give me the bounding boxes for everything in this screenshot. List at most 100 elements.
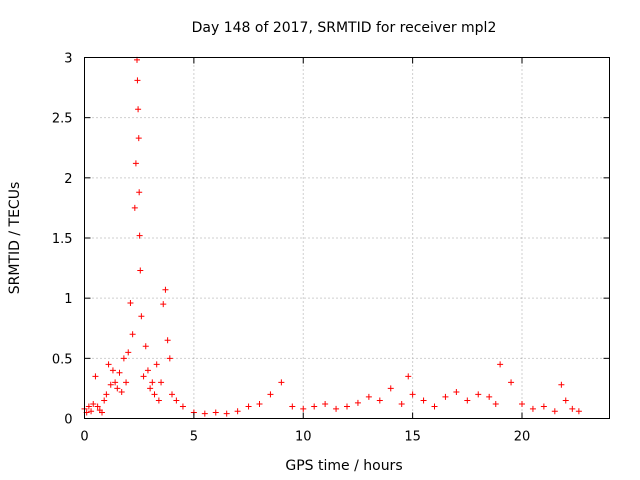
data-point bbox=[92, 373, 99, 380]
data-point bbox=[409, 391, 416, 398]
data-point bbox=[151, 391, 158, 398]
data-point bbox=[420, 397, 427, 404]
data-point bbox=[169, 391, 175, 398]
data-point bbox=[289, 403, 296, 410]
plot-frame bbox=[84, 57, 610, 419]
data-point bbox=[105, 361, 112, 368]
data-point bbox=[575, 408, 582, 415]
data-point bbox=[540, 403, 547, 410]
data-point bbox=[116, 369, 123, 376]
data-point bbox=[140, 373, 147, 380]
data-point bbox=[85, 403, 92, 410]
data-point bbox=[135, 106, 142, 113]
y-tick-label: 2 bbox=[64, 172, 72, 187]
y-tick-label: 1 bbox=[64, 292, 72, 307]
data-point bbox=[508, 379, 515, 386]
data-point bbox=[136, 232, 143, 239]
data-point bbox=[162, 286, 169, 293]
y-tick-label: 0 bbox=[64, 413, 72, 428]
data-point bbox=[94, 403, 101, 410]
data-point bbox=[212, 409, 219, 416]
data-point bbox=[120, 355, 127, 362]
data-point bbox=[125, 349, 132, 356]
data-point bbox=[103, 391, 110, 398]
data-point bbox=[344, 403, 350, 410]
data-point bbox=[464, 397, 471, 404]
x-axis-label: GPS time / hours bbox=[285, 458, 402, 474]
data-point bbox=[149, 379, 156, 386]
data-point bbox=[398, 401, 405, 408]
data-point bbox=[529, 405, 536, 412]
data-point bbox=[551, 408, 558, 415]
grid-lines bbox=[84, 57, 610, 419]
data-point bbox=[387, 385, 394, 392]
data-point bbox=[486, 393, 493, 400]
data-point bbox=[475, 391, 482, 398]
data-point bbox=[118, 389, 125, 396]
data-point bbox=[562, 397, 569, 404]
data-point bbox=[267, 391, 274, 398]
data-point bbox=[142, 343, 149, 350]
y-tick-label: 2.5 bbox=[52, 112, 73, 127]
data-point bbox=[160, 301, 167, 308]
data-point bbox=[129, 331, 136, 338]
data-point bbox=[365, 393, 372, 400]
data-point bbox=[256, 401, 263, 408]
data-point bbox=[137, 267, 144, 274]
data-point bbox=[300, 405, 307, 412]
x-tick-labels: 0 5 10 15 20 bbox=[80, 430, 530, 445]
data-point bbox=[558, 381, 565, 388]
data-point bbox=[88, 408, 95, 415]
x-tick-label: 15 bbox=[404, 430, 421, 445]
data-point bbox=[131, 204, 138, 211]
data-point bbox=[322, 401, 329, 408]
y-tick-label: 0.5 bbox=[52, 352, 73, 367]
x-tick-label: 0 bbox=[80, 430, 88, 445]
data-point bbox=[155, 397, 162, 404]
data-point bbox=[135, 135, 142, 142]
data-point bbox=[134, 77, 141, 84]
data-point bbox=[442, 393, 449, 400]
data-point bbox=[107, 381, 114, 388]
data-point bbox=[333, 405, 340, 412]
data-point bbox=[164, 337, 171, 344]
data-point bbox=[112, 379, 119, 386]
y-tick-labels: 0 0.5 1 1.5 2 2.5 3 bbox=[52, 52, 73, 428]
data-point bbox=[173, 397, 180, 404]
data-point bbox=[569, 405, 576, 412]
data-point bbox=[278, 379, 285, 386]
data-point bbox=[147, 385, 154, 392]
data-point bbox=[453, 389, 460, 396]
data-point bbox=[497, 361, 504, 368]
chart-title: Day 148 of 2017, SRMTID for receiver mpl… bbox=[192, 20, 497, 36]
x-tick-label: 10 bbox=[295, 430, 312, 445]
data-point bbox=[144, 367, 151, 374]
data-point bbox=[109, 367, 116, 374]
data-point bbox=[158, 379, 165, 386]
data-point bbox=[245, 403, 252, 410]
data-point bbox=[234, 408, 241, 415]
data-point bbox=[376, 397, 383, 404]
data-point bbox=[354, 399, 361, 406]
data-point bbox=[99, 409, 105, 416]
data-point bbox=[123, 379, 130, 386]
data-point bbox=[179, 403, 186, 410]
data-point bbox=[136, 189, 143, 196]
axis-ticks bbox=[84, 57, 610, 419]
y-axis-label: SRMTID / TECUs bbox=[7, 182, 23, 295]
y-tick-label: 1.5 bbox=[52, 232, 73, 247]
y-tick-label: 3 bbox=[64, 52, 72, 67]
data-point bbox=[127, 299, 134, 306]
data-point bbox=[311, 403, 318, 410]
data-point bbox=[519, 401, 525, 408]
data-point bbox=[166, 355, 173, 362]
x-tick-label: 20 bbox=[514, 430, 531, 445]
data-point bbox=[492, 401, 499, 408]
data-points bbox=[81, 56, 582, 417]
data-point bbox=[201, 410, 208, 417]
data-point bbox=[153, 361, 160, 368]
x-tick-label: 5 bbox=[190, 430, 198, 445]
data-point bbox=[132, 160, 139, 167]
data-point bbox=[101, 397, 108, 404]
data-point bbox=[405, 373, 412, 380]
